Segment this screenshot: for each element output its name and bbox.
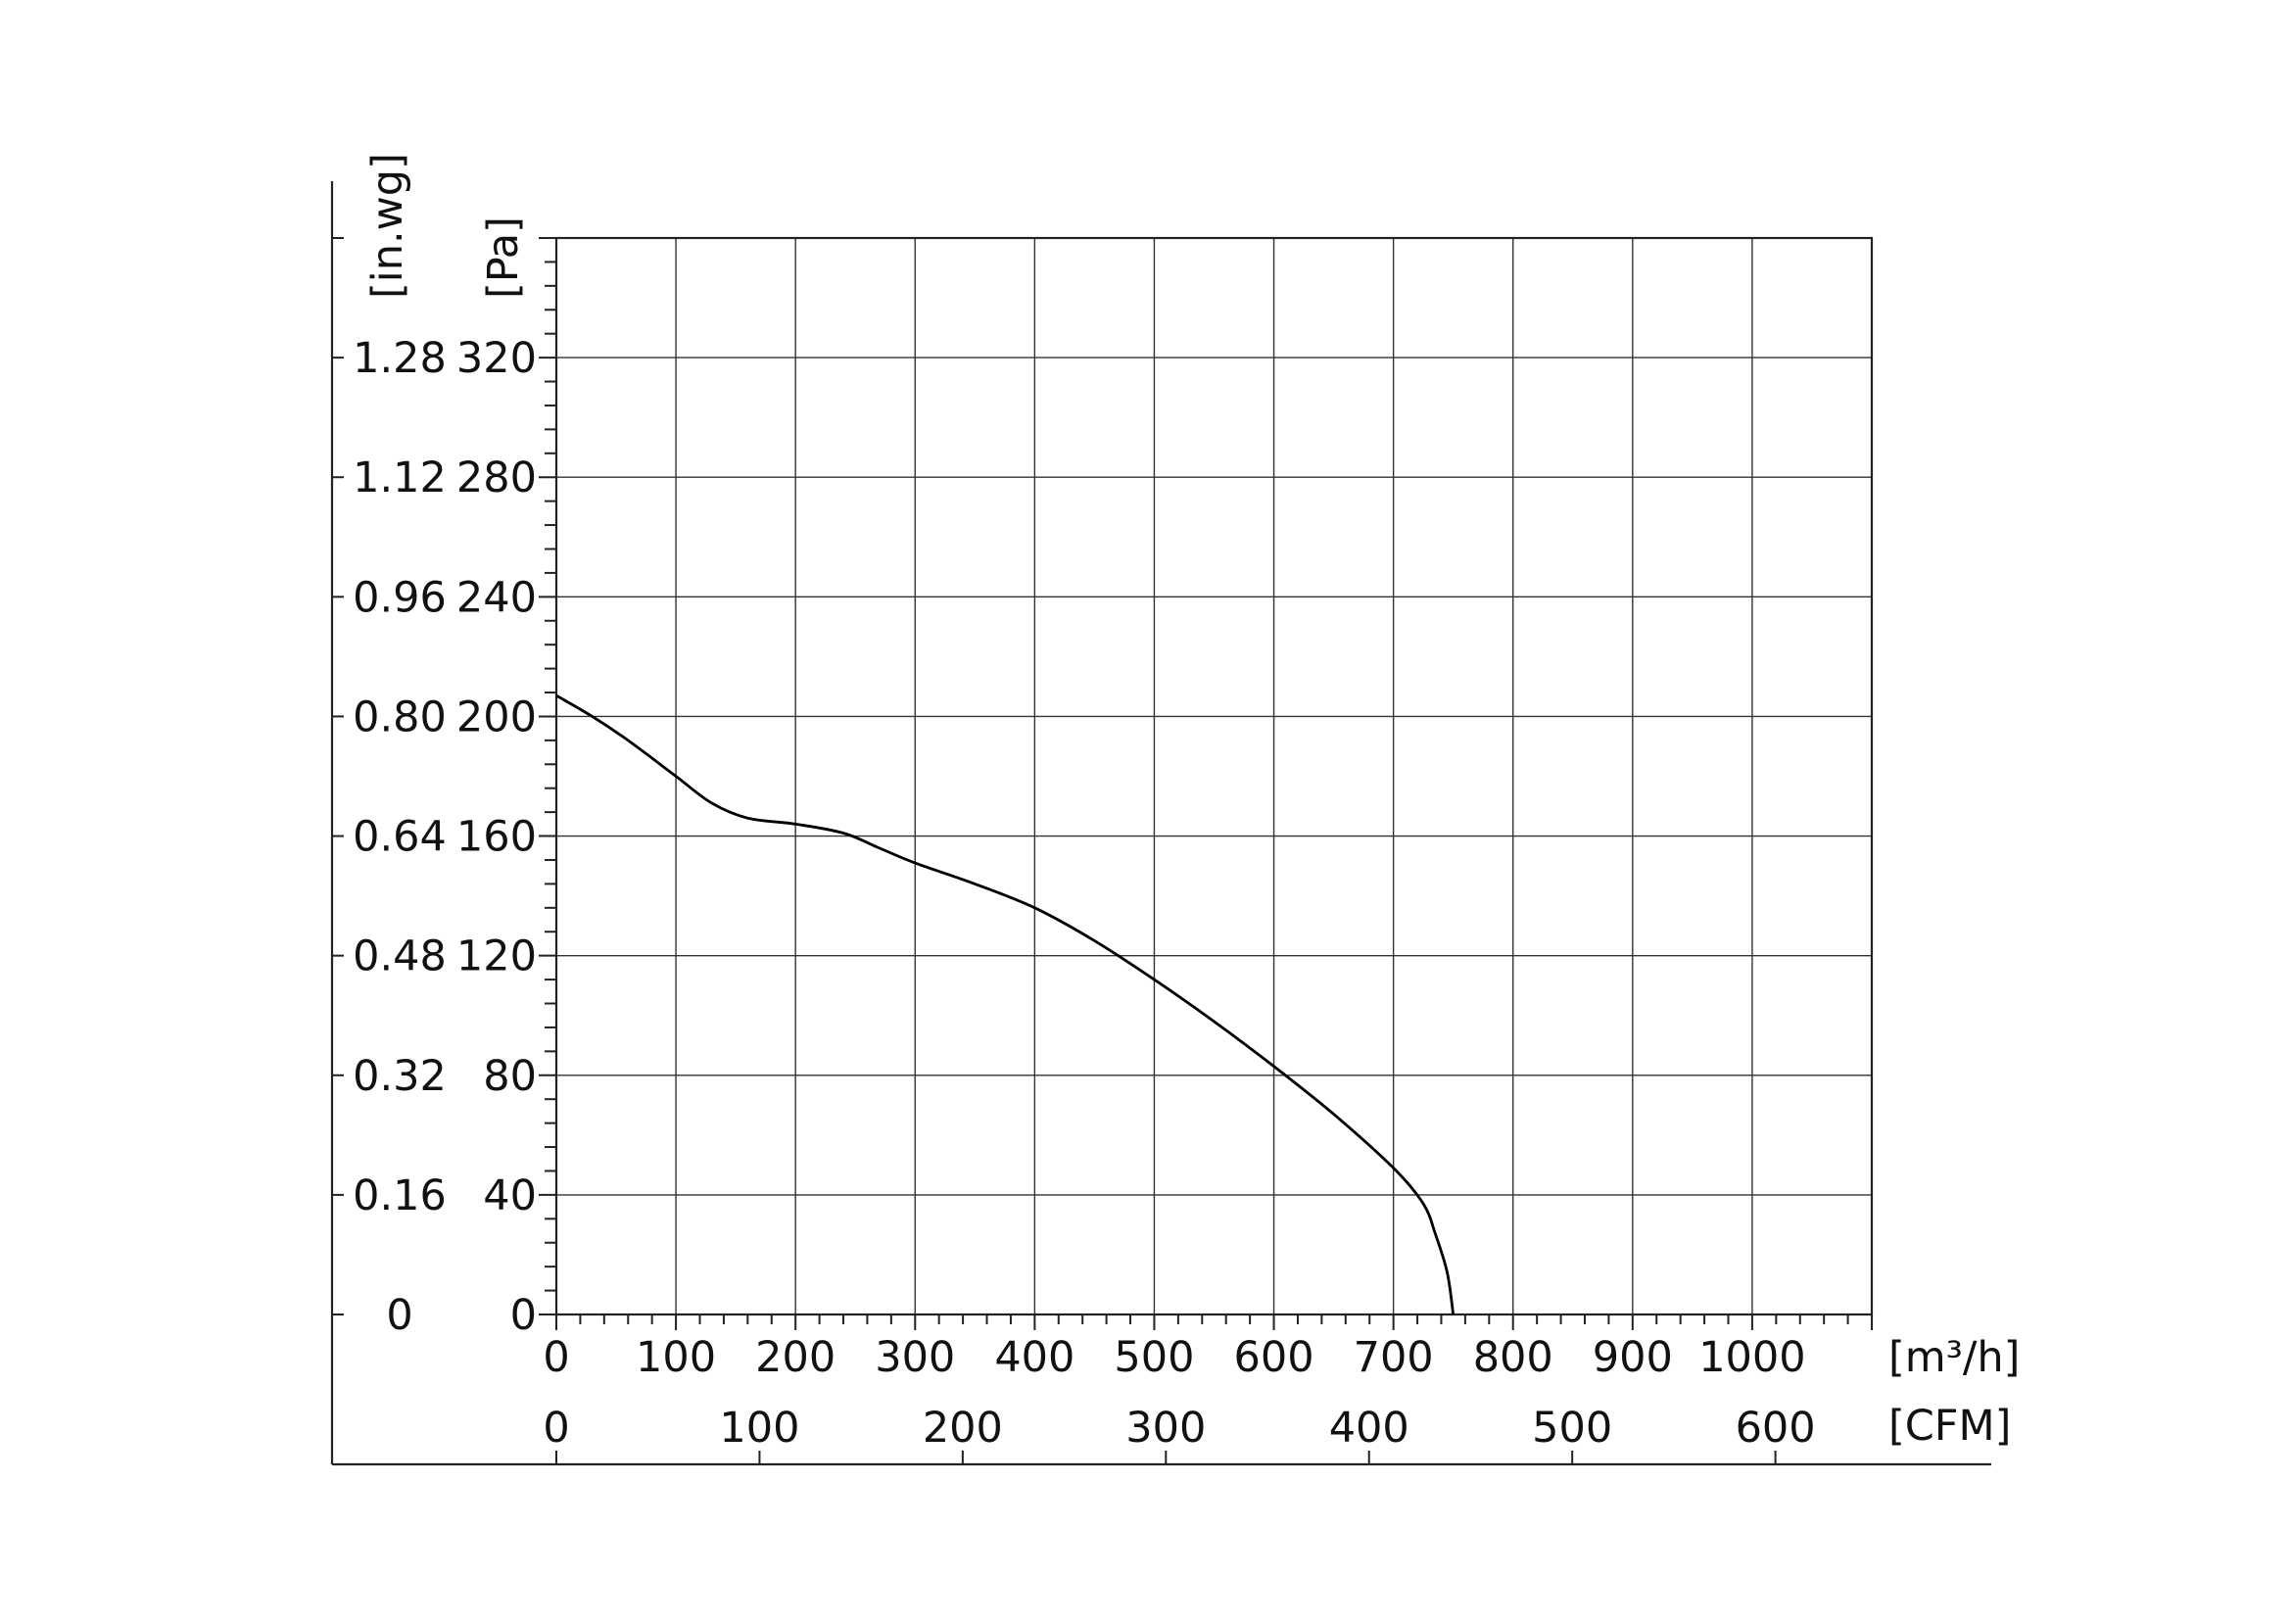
x-secondary-tick-label: 500 bbox=[1532, 1404, 1612, 1453]
y-secondary-tick-label: 0.96 bbox=[353, 573, 447, 622]
y-secondary-tick-label: 0 bbox=[386, 1291, 412, 1340]
x-primary-tick-label: 1000 bbox=[1698, 1333, 1805, 1382]
fan-curve-line bbox=[555, 693, 1456, 1315]
y-secondary-unit-label: [in.wg] bbox=[363, 153, 412, 299]
ticks bbox=[332, 237, 1873, 1464]
y-primary-tick-label: 320 bbox=[456, 334, 537, 383]
x-primary-tick-label: 200 bbox=[755, 1333, 835, 1382]
x-secondary-tick-label: 600 bbox=[1736, 1404, 1816, 1453]
x-secondary-tick-label: 400 bbox=[1329, 1404, 1409, 1453]
y-primary-tick-label: 40 bbox=[483, 1171, 537, 1220]
series bbox=[555, 693, 1456, 1315]
x-secondary-unit-label: [CFM] bbox=[1888, 1402, 2011, 1451]
axes bbox=[330, 181, 1991, 1466]
grid bbox=[556, 238, 1872, 1314]
y-primary-tick-label: 120 bbox=[456, 932, 537, 981]
y-secondary-tick-label: 1.28 bbox=[353, 334, 447, 383]
x-secondary-tick-label: 0 bbox=[543, 1404, 569, 1453]
y-primary-tick-label: 80 bbox=[483, 1052, 537, 1101]
y-primary-tick-label: 280 bbox=[456, 454, 537, 502]
x-primary-tick-label: 100 bbox=[636, 1333, 716, 1382]
y-primary-tick-label: 240 bbox=[456, 573, 537, 622]
x-primary-tick-label: 500 bbox=[1114, 1333, 1194, 1382]
x-primary-unit-label: [m³/h] bbox=[1888, 1333, 2020, 1382]
y-primary-unit-label: [Pa] bbox=[479, 216, 528, 299]
x-primary-tick-label: 900 bbox=[1593, 1333, 1673, 1382]
y-secondary-tick-label: 0.32 bbox=[353, 1052, 447, 1101]
x-primary-tick-label: 600 bbox=[1234, 1333, 1314, 1382]
y-secondary-tick-label: 0.80 bbox=[353, 693, 447, 741]
x-primary-tick-label: 0 bbox=[543, 1333, 569, 1382]
x-primary-tick-label: 700 bbox=[1354, 1333, 1434, 1382]
plot-frame bbox=[554, 236, 1874, 1316]
y-primary-tick-label: 160 bbox=[456, 813, 537, 862]
y-secondary-tick-label: 0.64 bbox=[353, 813, 447, 862]
x-secondary-tick-label: 300 bbox=[1125, 1404, 1206, 1453]
x-secondary-tick-label: 100 bbox=[719, 1404, 799, 1453]
x-primary-tick-label: 800 bbox=[1473, 1333, 1553, 1382]
unit-labels: [m³/h] [CFM] [Pa] [in.wg] bbox=[363, 153, 2020, 1451]
y-secondary-tick-label: 1.12 bbox=[353, 454, 447, 502]
y-primary-tick-label: 200 bbox=[456, 693, 537, 741]
y-secondary-tick-label: 0.16 bbox=[353, 1171, 447, 1220]
x-primary-tick-label: 400 bbox=[994, 1333, 1074, 1382]
x-secondary-tick-label: 200 bbox=[923, 1404, 1003, 1453]
y-secondary-tick-label: 0.48 bbox=[353, 932, 447, 981]
y-primary-tick-label: 0 bbox=[510, 1291, 537, 1340]
x-primary-tick-label: 300 bbox=[875, 1333, 955, 1382]
